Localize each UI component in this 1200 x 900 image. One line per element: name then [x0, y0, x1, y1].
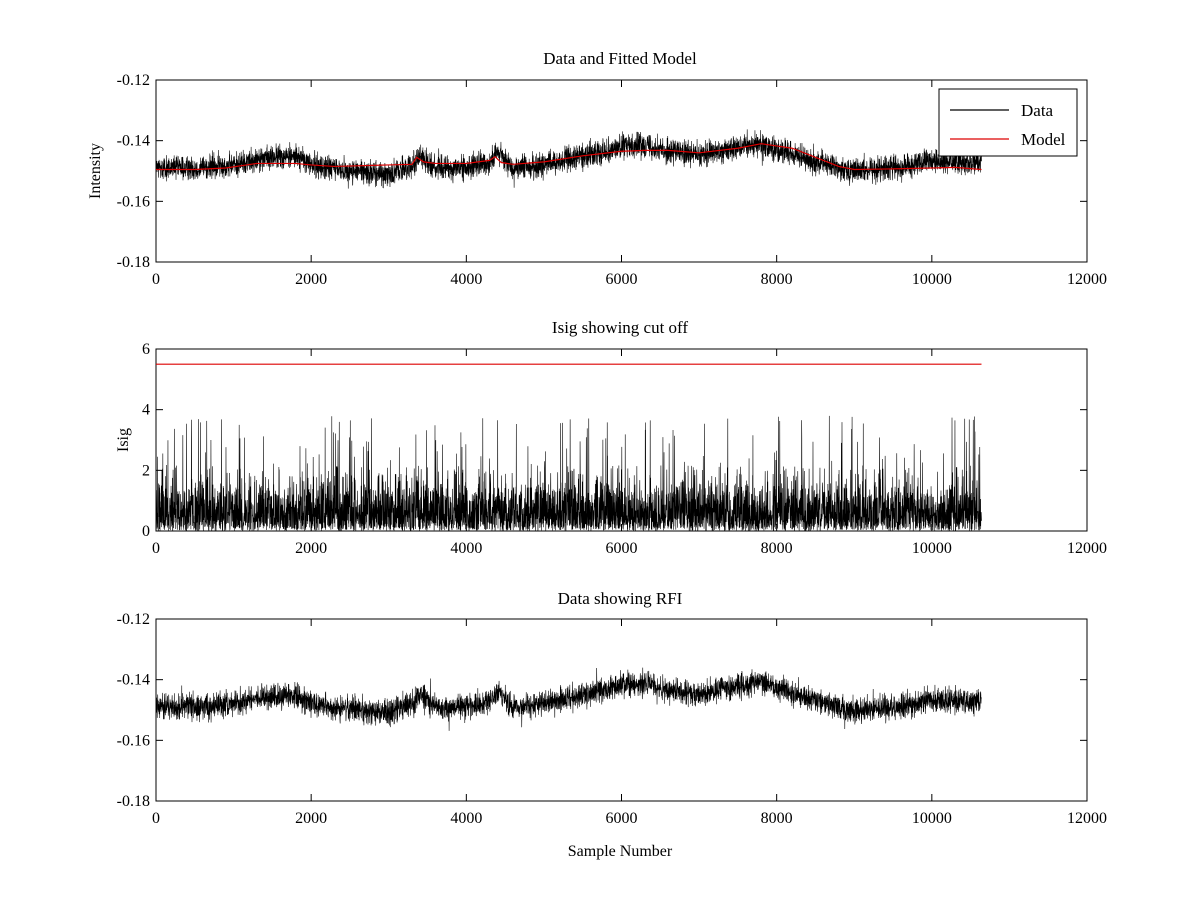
subplot-3-xlabel: Sample Number	[568, 843, 673, 860]
subplot-1-plot-area	[156, 129, 982, 189]
subplot-1-ylabel: Intensity	[87, 143, 104, 199]
subplot-3-plot-area	[156, 667, 982, 731]
subplot-2-series-line-1	[156, 415, 982, 531]
subplot-2-xtick-label: 6000	[606, 540, 638, 557]
legend-label-data: Data	[1021, 101, 1054, 120]
subplot-2-xtick-label: 8000	[761, 540, 793, 557]
subplot-2-ylabel: Isig	[115, 428, 132, 452]
subplot-2-ytick-label: 0	[142, 523, 150, 540]
subplot-1-ytick-label: -0.18	[117, 254, 150, 271]
subplot-1-series-data	[156, 129, 982, 189]
subplot-2-xtick-label: 10000	[912, 540, 952, 557]
legend-label-model: Model	[1021, 130, 1066, 149]
subplot-1-xtick-label: 8000	[761, 271, 793, 288]
subplot-2-xtick-label: 4000	[450, 540, 482, 557]
subplot-3-ytick-label: -0.16	[117, 732, 150, 749]
subplot-2-ytick-label: 4	[142, 402, 150, 419]
subplot-1-xtick-label: 0	[152, 271, 160, 288]
subplot-3: Data showing RFI Sample Number 0 2000 4000…	[117, 589, 1107, 860]
subplot-3-xtick-label: 4000	[450, 810, 482, 827]
subplot-1: Data and Fitted Model Intensity 0 2000 400…	[87, 49, 1107, 288]
subplot-1-xtick-label: 6000	[606, 271, 638, 288]
subplot-3-ytick-label: -0.14	[117, 672, 150, 689]
subplot-3-xtick-label: 10000	[912, 810, 952, 827]
subplot-3-title: Data showing RFI	[558, 589, 683, 608]
subplot-1-xtick-label: 4000	[450, 271, 482, 288]
subplot-3-xtick-label: 6000	[606, 810, 638, 827]
subplot-3-xtick-label: 0	[152, 810, 160, 827]
subplot-2: Isig showing cut off Isig 0 2000 4000 6000 8…	[115, 318, 1107, 557]
subplot-2-ytick-label: 2	[142, 462, 150, 479]
subplot-3-xtick-label: 12000	[1067, 810, 1107, 827]
subplot-1-xtick-label: 12000	[1067, 271, 1107, 288]
subplot-1-ytick-label: -0.14	[117, 133, 150, 150]
subplot-2-title: Isig showing cut off	[552, 318, 688, 337]
subplot-1-series-model	[156, 143, 982, 171]
subplot-3-xtick-label: 8000	[761, 810, 793, 827]
subplot-3-ytick-label: -0.12	[117, 611, 150, 628]
subplot-1-ytick-label: -0.16	[117, 193, 150, 210]
subplot-3-series-line-1	[156, 667, 982, 731]
subplot-2-xtick-label: 2000	[295, 540, 327, 557]
subplot-2-xtick-label: 0	[152, 540, 160, 557]
subplot-2-plot-area	[156, 363, 982, 531]
subplot-1-title: Data and Fitted Model	[543, 49, 697, 68]
subplot-2-xtick-label: 12000	[1067, 540, 1107, 557]
legend-box	[938, 88, 1078, 157]
subplot-2-ytick-label: 6	[142, 341, 150, 358]
subplot-3-ytick-label: -0.18	[117, 793, 150, 810]
subplot-1-xtick-label: 10000	[912, 271, 952, 288]
subplot-1-xtick-label: 2000	[295, 271, 327, 288]
subplot-1-legend: Data Model	[938, 88, 1078, 157]
subplot-3-xtick-label: 2000	[295, 810, 327, 827]
subplot-1-ytick-label: -0.12	[117, 72, 150, 89]
